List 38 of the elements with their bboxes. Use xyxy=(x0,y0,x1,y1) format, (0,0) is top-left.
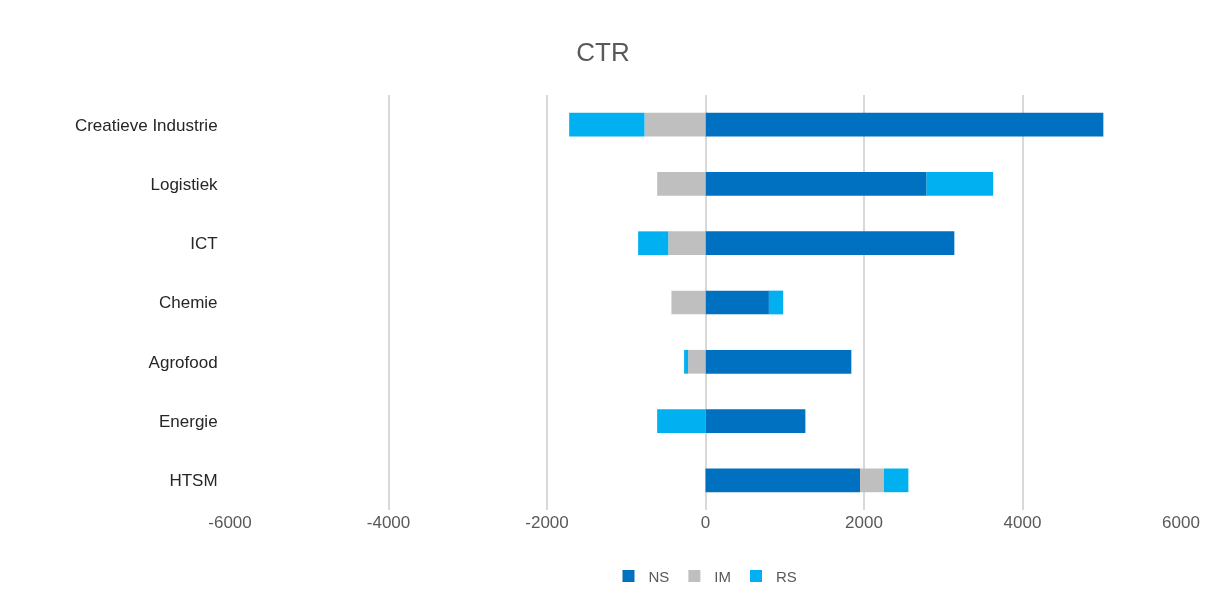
legend-label: RS xyxy=(776,567,797,585)
bar xyxy=(638,231,669,256)
bar xyxy=(569,112,645,137)
bar xyxy=(688,349,706,374)
bar xyxy=(705,409,806,433)
bar xyxy=(705,231,955,256)
x-tick-label: 6000 xyxy=(1162,513,1200,532)
y-tick-label: HTSM xyxy=(169,471,218,491)
chart-title: CTR xyxy=(576,36,630,67)
bar xyxy=(644,112,706,137)
x-tick-label: 4000 xyxy=(1003,513,1042,532)
x-tick-label: 0 xyxy=(700,513,711,532)
legend-label: IM xyxy=(714,567,732,585)
y-tick-label: Logistiek xyxy=(150,174,219,194)
bar xyxy=(705,349,852,374)
y-tick-label: Energie xyxy=(158,412,218,432)
bar xyxy=(657,409,706,433)
y-tick-label: ICT xyxy=(190,234,218,254)
bar xyxy=(705,468,861,493)
bar xyxy=(883,468,909,493)
bar xyxy=(671,290,706,315)
bar xyxy=(657,172,706,196)
y-tick-label: Creatieve Industrie xyxy=(74,115,218,135)
bar xyxy=(705,290,769,315)
bar xyxy=(705,112,1104,137)
bar xyxy=(926,172,994,196)
bar xyxy=(705,172,927,196)
y-tick-label: Agrofood xyxy=(148,352,218,372)
y-tick-label: Chemie xyxy=(159,293,218,313)
bar xyxy=(684,349,689,374)
legend-label: NS xyxy=(648,567,670,585)
bar xyxy=(860,468,884,493)
bar xyxy=(768,290,784,315)
x-tick-label: -2000 xyxy=(525,513,569,532)
bar xyxy=(668,231,706,256)
x-tick-label: -4000 xyxy=(366,513,411,532)
x-tick-label: -6000 xyxy=(208,513,252,532)
x-tick-label: 2000 xyxy=(845,513,883,532)
